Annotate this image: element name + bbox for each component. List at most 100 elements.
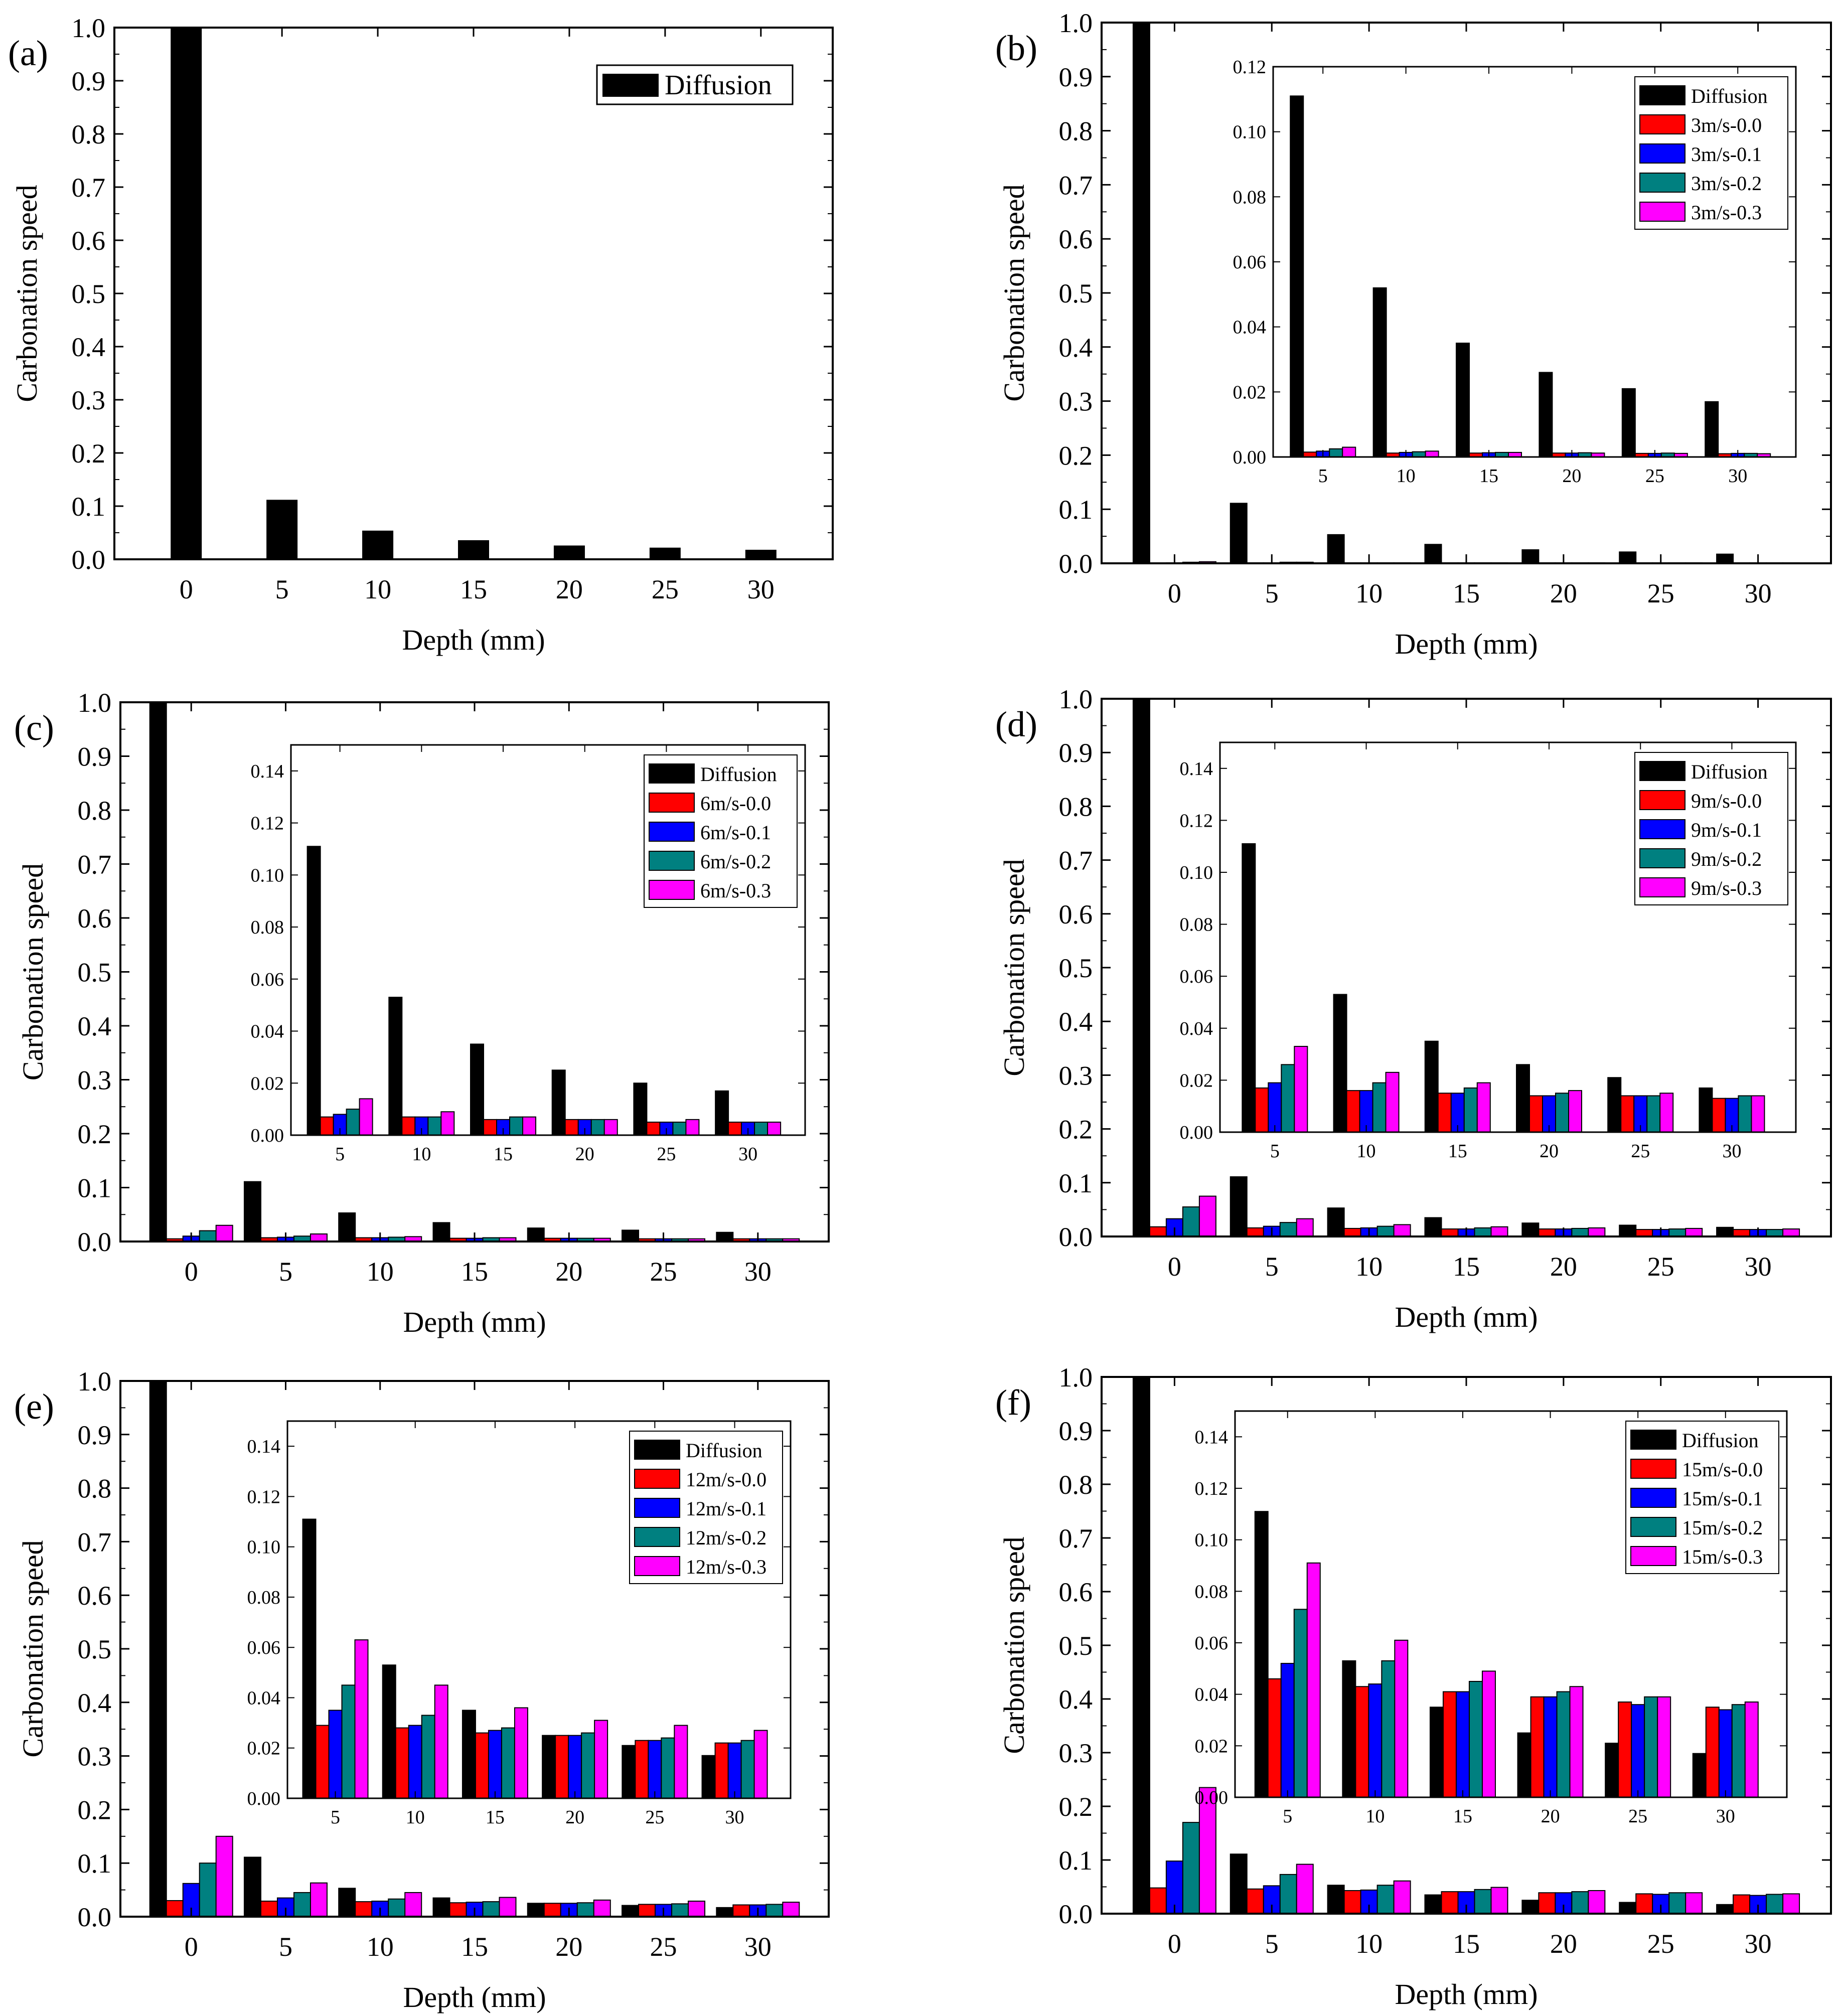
y-tick-label: 0.5 <box>1059 1631 1093 1661</box>
bar <box>1716 1226 1734 1237</box>
inset-legend-label: 15m/s-0.3 <box>1682 1545 1763 1568</box>
inset-x-tick-label: 10 <box>1365 1806 1385 1827</box>
y-axis-title: Carbonation speed <box>11 185 43 402</box>
y-axis-title: Carbonation speed <box>998 184 1030 401</box>
inset-bar <box>302 1518 317 1799</box>
inset-y-tick-label: 0.06 <box>251 969 284 990</box>
inset-legend-swatch <box>1639 114 1685 134</box>
inset-legend-label: 6m/s-0.1 <box>700 821 771 844</box>
bar <box>1198 1787 1216 1915</box>
y-axis-title: Carbonation speed <box>998 859 1030 1076</box>
x-tick-label: 10 <box>367 1932 394 1962</box>
inset-bar <box>488 1730 502 1799</box>
y-tick-label: 0.1 <box>72 492 106 522</box>
inset-y-tick-label: 0.08 <box>251 917 284 938</box>
bar <box>310 1233 328 1242</box>
bar <box>1198 1195 1216 1237</box>
panel-label: (b) <box>995 28 1037 68</box>
x-tick-label: 15 <box>1453 1252 1480 1282</box>
inset-bar <box>475 1732 489 1799</box>
inset-bar <box>359 1098 373 1136</box>
y-tick-label: 0.7 <box>1059 846 1093 876</box>
inset-x-tick-label: 5 <box>335 1144 345 1165</box>
x-tick-label: 0 <box>185 1257 198 1287</box>
inset-bar <box>646 1122 661 1136</box>
y-tick-label: 0.4 <box>78 1688 112 1718</box>
inset-bar <box>542 1735 556 1799</box>
inset-bar <box>440 1111 455 1136</box>
y-tick-label: 0.0 <box>72 545 106 575</box>
y-tick-label: 0.3 <box>1059 1738 1093 1768</box>
x-axis-title: Depth (mm) <box>1395 1978 1538 2010</box>
x-tick-label: 25 <box>1647 1929 1674 1959</box>
inset-bar <box>1429 1707 1444 1798</box>
inset-legend-label: Diffusion <box>686 1439 762 1462</box>
inset-chart: 0.00 0.02 0.04 0.06 0.08 0.10 0.12 0.14 5 10 15 20 2… <box>1195 1410 1788 1827</box>
inset-bar <box>1280 1663 1295 1798</box>
inset-legend-label: 12m/s-0.1 <box>686 1497 766 1520</box>
inset-y-tick-label: 0.06 <box>1195 1633 1229 1654</box>
inset-legend-swatch <box>1639 790 1685 810</box>
y-tick-label: 0.2 <box>1059 440 1093 471</box>
bar <box>593 1899 611 1918</box>
bar <box>1521 1900 1540 1914</box>
inset-bar <box>581 1732 595 1799</box>
y-tick-label: 0.5 <box>78 1634 112 1664</box>
x-tick-label: 20 <box>556 574 583 604</box>
y-tick-label: 0.9 <box>78 742 112 772</box>
x-tick-label: 10 <box>1355 1929 1383 1959</box>
inset-y-tick-label: 0.00 <box>1180 1122 1213 1143</box>
inset-bar <box>1242 843 1256 1133</box>
inset-bar <box>622 1745 636 1799</box>
inset-bar <box>1476 1082 1491 1133</box>
bar <box>482 1901 500 1917</box>
bar <box>432 1897 450 1918</box>
inset-y-tick-label: 0.08 <box>1180 914 1213 936</box>
y-tick-label: 0.9 <box>1059 62 1093 92</box>
bar <box>1782 1228 1800 1237</box>
inset-x-tick-label: 15 <box>494 1144 513 1165</box>
inset-y-tick-label: 0.00 <box>247 1788 281 1809</box>
inset-x-tick-label: 20 <box>575 1144 594 1165</box>
x-tick-label: 0 <box>1168 578 1181 608</box>
y-tick-label: 0.8 <box>1059 116 1093 146</box>
inset-bar <box>1463 1087 1478 1133</box>
bar <box>1490 1226 1508 1237</box>
bar <box>1343 1227 1361 1237</box>
inset-bar <box>346 1109 360 1136</box>
bar <box>1296 1864 1314 1915</box>
panel-f: (f) 0.0 0.1 0.2 0.3 0.4 0.5 0.6 0.7 0.8 0.9 1.0 0 5 10… <box>995 1362 1832 2010</box>
inset-bar <box>661 1737 675 1799</box>
bar <box>1149 1887 1167 1914</box>
bar <box>1474 1889 1492 1915</box>
inset-bar <box>382 1664 396 1799</box>
inset-y-tick-label: 0.10 <box>251 865 284 886</box>
inset-bar <box>306 846 321 1136</box>
x-tick-label: 30 <box>744 1932 772 1962</box>
bar <box>1588 1890 1606 1914</box>
inset-x-tick-label: 15 <box>1453 1806 1472 1827</box>
inset-y-tick-label: 0.12 <box>247 1486 281 1507</box>
inset-bar <box>701 1755 716 1799</box>
inset-bar <box>767 1122 782 1136</box>
inset-bar <box>1385 1071 1400 1133</box>
y-tick-label: 0.9 <box>1059 1416 1093 1446</box>
x-tick-label: 20 <box>1550 578 1577 608</box>
inset-bar <box>603 1119 618 1136</box>
bar <box>449 1902 467 1917</box>
bar <box>1132 22 1150 564</box>
inset-legend-swatch <box>1639 85 1685 105</box>
inset-legend-label: 3m/s-0.1 <box>1691 143 1762 166</box>
y-axis-title: Carbonation speed <box>17 863 49 1080</box>
inset-legend-swatch <box>1639 848 1685 868</box>
inset-bar <box>1692 1753 1707 1798</box>
inset-bar <box>1442 1691 1457 1798</box>
inset-legend-label: 15m/s-0.2 <box>1682 1516 1763 1539</box>
inset-x-tick-label: 25 <box>1645 466 1664 487</box>
inset-x-tick-label: 25 <box>1631 1141 1650 1162</box>
y-tick-label: 0.6 <box>1059 224 1093 254</box>
inset-y-tick-label: 0.04 <box>1233 317 1267 338</box>
inset-legend-swatch <box>1639 143 1685 164</box>
y-tick-label: 0.3 <box>1059 387 1093 417</box>
x-tick-label: 30 <box>1745 578 1772 608</box>
